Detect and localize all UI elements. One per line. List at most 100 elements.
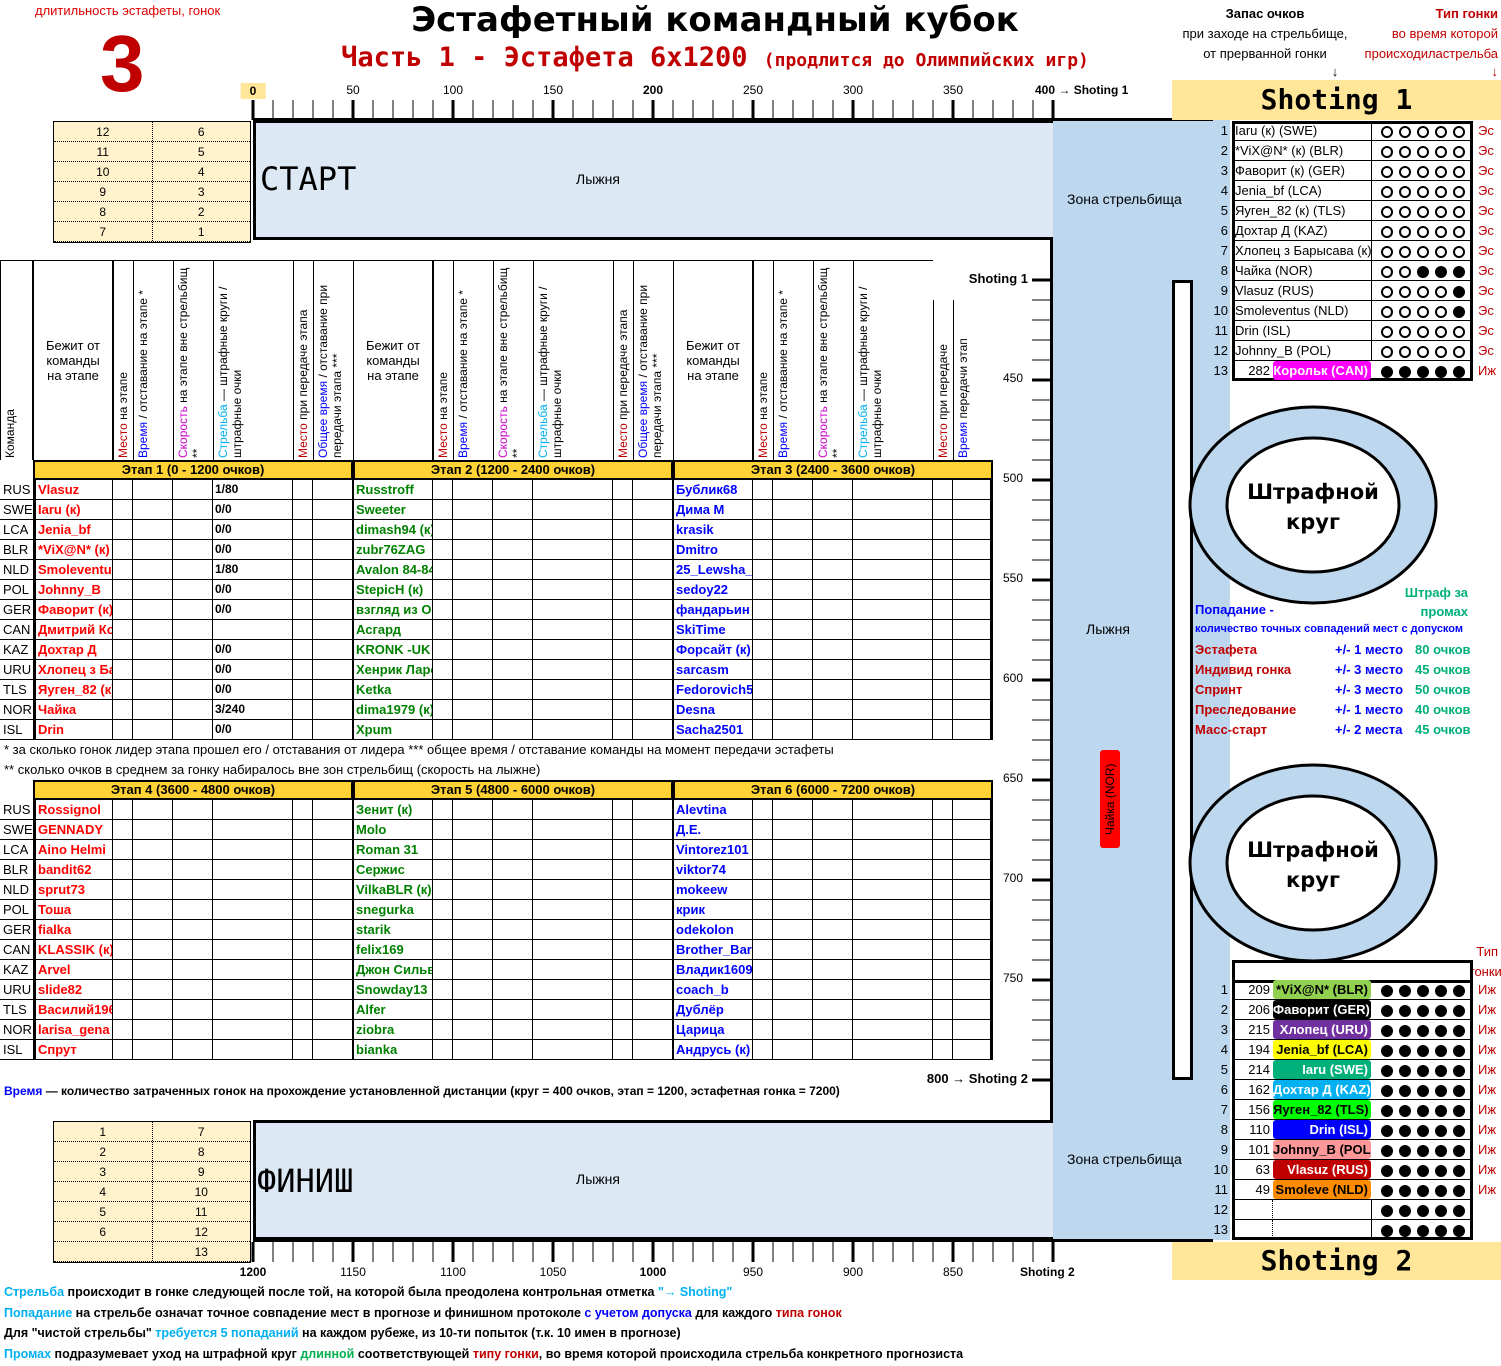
table-cell: [293, 520, 313, 540]
table-cell: [753, 1040, 773, 1060]
table-cell: [173, 1020, 213, 1040]
table-cell: [433, 540, 453, 560]
row-line: [1234, 1160, 1472, 1180]
table-cell: [753, 960, 773, 980]
start-band: [253, 120, 1053, 240]
hit-filled-icon: [1417, 1004, 1429, 1017]
table-cell: [773, 820, 813, 840]
row-number: 8: [1220, 1122, 1228, 1137]
table-cell: [113, 860, 133, 880]
order-row: 5 11: [54, 1202, 250, 1222]
points-reserve: 194: [1248, 1042, 1270, 1057]
hit-markers: [1378, 301, 1468, 321]
runner-name: KLASSIK (к): [33, 940, 113, 960]
race-type: Иж: [1478, 363, 1497, 378]
table-cell: [933, 880, 953, 900]
shooting-result: 0/0: [213, 640, 293, 660]
table-cell: [433, 600, 453, 620]
table-cell: [293, 800, 313, 820]
start-zone-label: Зона стрельбища: [1067, 191, 1182, 207]
runner-name: Царица: [673, 1020, 753, 1040]
table-cell: [493, 1040, 533, 1060]
order-cell: 5: [197, 145, 205, 159]
hit-empty-icon: [1381, 165, 1393, 178]
table-cell: [633, 480, 673, 500]
table-cell: [853, 540, 933, 560]
hit-filled-icon: [1399, 1184, 1411, 1197]
table-cell: [773, 1020, 813, 1040]
ruler-top-label: 300: [842, 83, 864, 97]
table-cell: [493, 680, 533, 700]
shooting-row: 11 Drin (ISL) Эс: [0, 321, 1501, 341]
forecaster-name: Фаворит (к) (GER): [1235, 161, 1372, 181]
text-part: Место: [296, 423, 310, 458]
table-cell: [953, 960, 993, 980]
table-cell: [293, 580, 313, 600]
table-cell: [953, 920, 993, 940]
table-cell: [213, 880, 293, 900]
race-type: Эс: [1478, 343, 1494, 358]
shooting-row: 2 *ViX@N* (к) (BLR) Эс: [0, 141, 1501, 161]
table-cell: [313, 800, 353, 820]
table-cell: [753, 840, 773, 860]
table-cell: [813, 660, 853, 680]
table-cell: [293, 480, 313, 500]
table-cell: [433, 1040, 453, 1060]
subtitle-main: Часть 1 - Эстафета 6х1200: [341, 42, 748, 73]
hit-markers: [1378, 341, 1468, 361]
table-cell: [953, 900, 993, 920]
table-cell: [453, 540, 493, 560]
race-type: Иж: [1478, 1162, 1497, 1177]
table-cell: [633, 700, 673, 720]
order-cell: 9: [54, 182, 153, 201]
table-cell: [133, 500, 173, 520]
legend-penalty: 80 очков: [1415, 642, 1471, 657]
table-cell: [433, 800, 453, 820]
table-cell: [753, 820, 773, 840]
race-type-header: Тип гонки во время которой происходиласт…: [1350, 4, 1498, 80]
table-cell: [313, 980, 353, 1000]
table-cell: [933, 500, 953, 520]
table-cell: [813, 720, 853, 740]
finish-zone-label: Зона стрельбища: [1067, 1151, 1182, 1167]
hit-empty-icon: [1453, 205, 1465, 218]
table-cell: [493, 520, 533, 540]
runner-name: Roman 31: [353, 840, 433, 860]
table-cell: [493, 500, 533, 520]
table-cell: [493, 860, 533, 880]
table-cell: [493, 540, 533, 560]
team-code: LCA: [0, 840, 33, 860]
bottom-note: Стрельба происходит в гонке следующей по…: [4, 1285, 732, 1299]
shooting-result: 0/0: [213, 720, 293, 740]
row-line: [1234, 1120, 1472, 1140]
table-cell: [173, 860, 213, 880]
table-cell: [853, 560, 933, 580]
table-cell: [313, 1000, 353, 1020]
table-cell: [313, 1040, 353, 1060]
hit-empty-icon: [1435, 225, 1447, 238]
stage-header: Этап 5 (4800 - 6000 очков): [353, 780, 673, 800]
text-part: на стрельбе означат точное совпадение ме…: [72, 1305, 585, 1320]
hit-filled-icon: [1399, 1084, 1411, 1097]
text-part: Время: [456, 421, 470, 458]
table-cell: [933, 1020, 953, 1040]
table-cell: [753, 980, 773, 1000]
table-cell: [433, 700, 453, 720]
hit-empty-icon: [1417, 145, 1429, 158]
hit-empty-icon: [1453, 125, 1465, 138]
table-cell: [133, 980, 173, 1000]
race-type: Эс: [1478, 323, 1494, 338]
shooting-result: 0/0: [213, 600, 293, 620]
runner-name: Сержис: [353, 860, 433, 880]
shooting-row: 4 194 Jenia_bf (LCA) Иж: [0, 1040, 1501, 1060]
hit-empty-icon: [1381, 145, 1393, 158]
team-code: NLD: [0, 880, 33, 900]
table-cell: [533, 700, 613, 720]
hit-empty-icon: [1417, 165, 1429, 178]
hit-filled-icon: [1417, 984, 1429, 997]
hit-filled-icon: [1399, 984, 1411, 997]
reserve-line3: от прерванной гонки: [1203, 46, 1327, 61]
ruler-right-label: 750: [1002, 971, 1024, 985]
start-ski-label: Лыжня: [576, 171, 620, 187]
table-cell: [953, 800, 993, 820]
